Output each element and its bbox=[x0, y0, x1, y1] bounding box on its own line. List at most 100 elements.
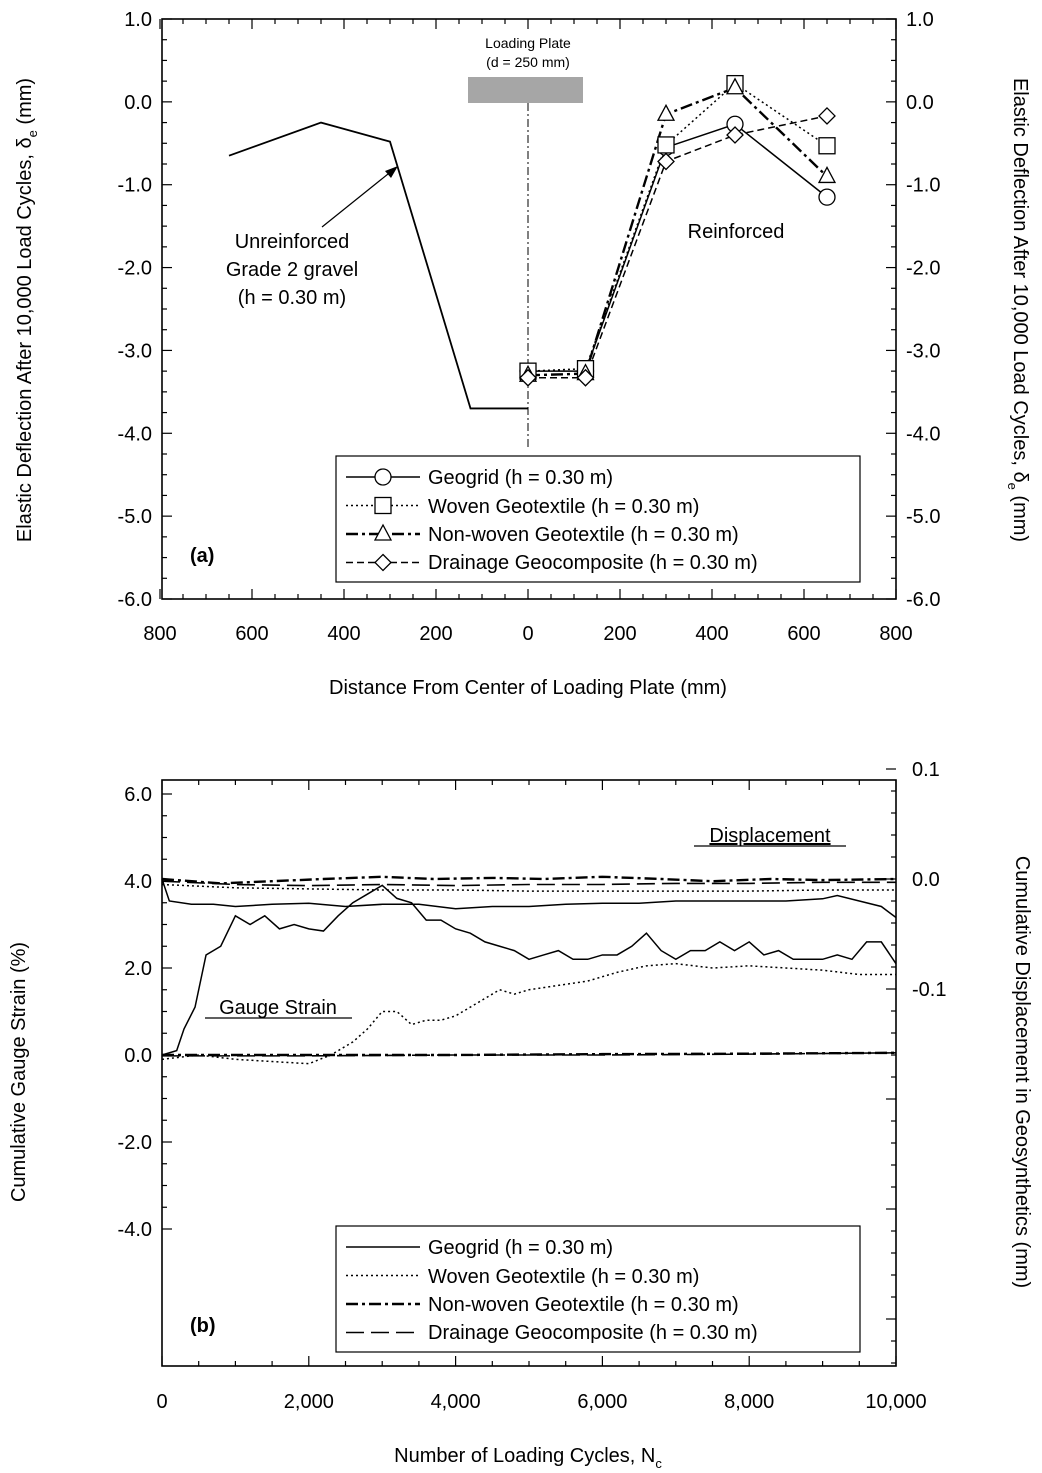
y-tick-label-left: 0.0 bbox=[124, 1045, 152, 1067]
panel-a-y-tick-labels: 1.0 1.0 0.0 0.0 -1.0 -1.0 -2.0 -2.0 -3.0 -3.0 -4.0… bbox=[118, 9, 941, 611]
panel-a-series bbox=[228, 74, 837, 410]
legend-b-nonwoven: Non-woven Geotextile (h = 0.30 m) bbox=[428, 1294, 739, 1316]
y-tick-label-left: 1.0 bbox=[124, 9, 152, 31]
woven-geotextile-marker bbox=[657, 136, 675, 154]
y-tick-label-left: -2.0 bbox=[118, 258, 152, 280]
y-tick-label-right: -2.0 bbox=[906, 258, 940, 280]
x-tick-label: 6,000 bbox=[577, 1391, 627, 1413]
panel-a-x-tick-labels: 800 600 400 200 0 200 400 600 800 bbox=[143, 623, 912, 645]
panel-b: 6.0 4.0 2.0 0.0 -2.0 -4.0 0.1 0.0 -0.1 0 2,000 4,0… bbox=[8, 759, 1033, 1471]
y-tick-label-left: 6.0 bbox=[124, 784, 152, 806]
y-tick-label-left: -4.0 bbox=[118, 423, 152, 445]
legend-a-geogrid: Geogrid (h = 0.30 m) bbox=[428, 467, 613, 489]
panel-b-x-tick-labels: 0 2,000 4,000 6,000 8,000 10,000 bbox=[156, 1391, 926, 1413]
y-tick-label-right: 1.0 bbox=[906, 9, 934, 31]
legend-b-drainage: Drainage Geocomposite (h = 0.30 m) bbox=[428, 1322, 758, 1344]
y-tick-label-left: -4.0 bbox=[118, 1219, 152, 1241]
legend-woven-geotextile-marker bbox=[374, 496, 392, 515]
panel-a-legend-box bbox=[335, 455, 861, 583]
panel-b-left-y-axis-title: Cumulative Gauge Strain (%) bbox=[8, 942, 30, 1202]
geogrid-line bbox=[528, 123, 828, 372]
drainage-geocomposite-marker bbox=[519, 368, 537, 387]
x-tick-label: 600 bbox=[787, 623, 820, 645]
y-tick-label-right: 0.0 bbox=[912, 869, 940, 891]
geogrid-marker bbox=[818, 188, 836, 206]
non-woven-geotextile-displacement-line bbox=[161, 875, 897, 885]
drainage-geocomposite-marker bbox=[818, 107, 836, 125]
panel-a-x-axis-title: Distance From Center of Loading Plate (m… bbox=[329, 677, 727, 699]
loading-plate-label-1: Loading Plate bbox=[485, 35, 571, 51]
annotation-reinforced: Reinforced bbox=[688, 221, 785, 243]
x-tick-label: 0 bbox=[522, 623, 533, 645]
annotation-arrow-head bbox=[385, 166, 398, 178]
panel-a-label: (a) bbox=[190, 545, 214, 567]
panel-a-left-y-axis-title: Elastic Deflection After 10,000 Load Cyc… bbox=[14, 78, 40, 542]
annotation-gauge-strain: Gauge Strain bbox=[219, 997, 337, 1019]
x-tick-label: 4,000 bbox=[431, 1391, 481, 1413]
y-tick-label-left: 4.0 bbox=[124, 871, 152, 893]
panel-b-label: (b) bbox=[190, 1315, 216, 1337]
loading-plate bbox=[468, 77, 583, 103]
legend-a-woven: Woven Geotextile (h = 0.30 m) bbox=[428, 496, 699, 518]
drainage-geocomposite-marker bbox=[657, 152, 675, 171]
unreinforced-line bbox=[228, 121, 528, 410]
y-tick-label-right: -5.0 bbox=[906, 506, 940, 528]
panel-a-legend-samples bbox=[346, 468, 420, 572]
drainage-geocomposite-displacement-line bbox=[161, 880, 896, 887]
geogrid-strain-line bbox=[161, 884, 897, 1056]
x-tick-label: 8,000 bbox=[724, 1391, 774, 1413]
panel-b-y-tick-labels: 6.0 4.0 2.0 0.0 -2.0 -4.0 0.1 0.0 -0.1 bbox=[118, 759, 947, 1241]
loading-plate-label-2: (d = 250 mm) bbox=[486, 54, 570, 70]
legend-a-drainage: Drainage Geocomposite (h = 0.30 m) bbox=[428, 552, 758, 574]
x-tick-label: 200 bbox=[603, 623, 636, 645]
panel-a-legend: Geogrid (h = 0.30 m) Woven Geotextile (h… bbox=[335, 455, 861, 583]
annotation-unreinforced-3: (h = 0.30 m) bbox=[238, 287, 346, 309]
panel-b-ticks bbox=[161, 768, 897, 1366]
y-tick-label-right: -1.0 bbox=[906, 175, 940, 197]
panel-b-x-axis-title: Number of Loading Cycles, Nc bbox=[394, 1445, 662, 1471]
non-woven-geotextile-strain-line bbox=[162, 1051, 897, 1057]
panel-b-legend-box bbox=[335, 1225, 861, 1353]
annotation-unreinforced-1: Unreinforced bbox=[235, 231, 350, 253]
x-tick-label: 2,000 bbox=[284, 1391, 334, 1413]
x-tick-label: 800 bbox=[143, 623, 176, 645]
panel-a-right-y-axis-title: Elastic Deflection After 10,000 Load Cyc… bbox=[1005, 78, 1031, 542]
legend-geogrid-marker bbox=[374, 468, 392, 486]
panel-a-ticks bbox=[159, 18, 897, 600]
drainage-geocomposite-line bbox=[528, 115, 828, 379]
x-tick-label: 400 bbox=[327, 623, 360, 645]
panel-b-legend: Geogrid (h = 0.30 m) Woven Geotextile (h… bbox=[335, 1225, 861, 1353]
y-tick-label-right: 0.1 bbox=[912, 759, 940, 781]
legend-b-woven: Woven Geotextile (h = 0.30 m) bbox=[428, 1266, 699, 1288]
y-tick-label-right: 0.0 bbox=[906, 92, 934, 114]
non-woven-geotextile-marker bbox=[656, 103, 676, 121]
x-tick-label: 0 bbox=[156, 1391, 167, 1413]
annotation-arrow-line bbox=[321, 169, 394, 228]
y-tick-label-left: 2.0 bbox=[124, 958, 152, 980]
y-tick-label-left: 0.0 bbox=[124, 92, 152, 114]
y-tick-label-left: -6.0 bbox=[118, 589, 152, 611]
non-woven-geotextile-marker bbox=[725, 77, 745, 95]
x-tick-label: 200 bbox=[419, 623, 452, 645]
drainage-geocomposite-marker bbox=[726, 126, 744, 144]
y-tick-label-left: -5.0 bbox=[118, 506, 152, 528]
y-tick-label-left: -2.0 bbox=[118, 1132, 152, 1154]
x-tick-label: 800 bbox=[879, 623, 912, 645]
panel-b-series bbox=[161, 875, 897, 1065]
woven-geotextile-marker bbox=[818, 137, 836, 155]
y-tick-label-left: -3.0 bbox=[118, 340, 152, 362]
y-tick-label-right: -4.0 bbox=[906, 423, 940, 445]
x-tick-label: 400 bbox=[695, 623, 728, 645]
non-woven-geotextile-marker bbox=[817, 166, 837, 184]
woven-geotextile-displacement-line bbox=[161, 883, 896, 892]
drainage-geocomposite-strain-line bbox=[162, 1052, 897, 1057]
y-tick-label-right: -0.1 bbox=[912, 979, 946, 1001]
panel-a: 1.0 1.0 0.0 0.0 -1.0 -1.0 -2.0 -2.0 -3.0 -3.0 -4.0… bbox=[14, 9, 1031, 699]
x-tick-label: 600 bbox=[235, 623, 268, 645]
annotation-unreinforced-2: Grade 2 gravel bbox=[226, 259, 358, 281]
legend-b-geogrid: Geogrid (h = 0.30 m) bbox=[428, 1237, 613, 1259]
drainage-geocomposite-marker bbox=[576, 368, 595, 387]
y-tick-label-right: -3.0 bbox=[906, 340, 940, 362]
legend-a-nonwoven: Non-woven Geotextile (h = 0.30 m) bbox=[428, 524, 739, 546]
